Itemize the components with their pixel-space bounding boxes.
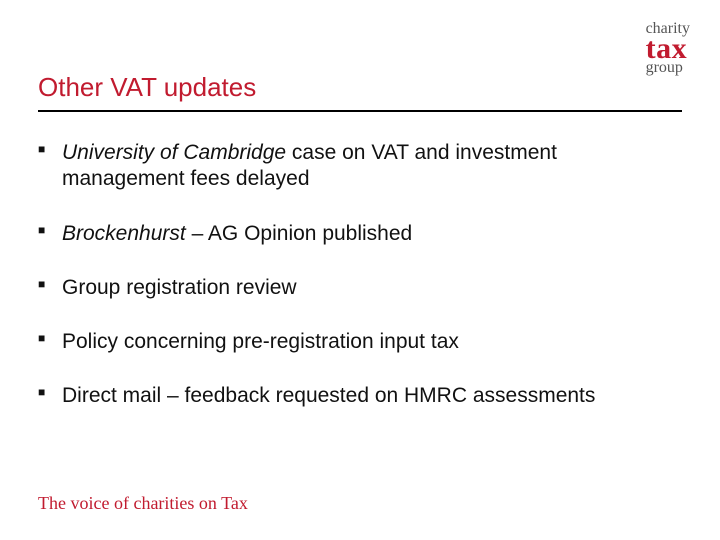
bullet-item: Brockenhurst – AG Opinion published — [38, 221, 682, 247]
bullet-italic: Brockenhurst — [62, 222, 186, 245]
bullet-list: University of Cambridge case on VAT and … — [38, 140, 682, 410]
bullet-italic: University of Cambridge — [62, 141, 286, 164]
content: University of Cambridge case on VAT and … — [38, 140, 682, 438]
logo-line2: tax — [646, 36, 690, 62]
bullet-item: Direct mail – feedback requested on HMRC… — [38, 383, 682, 409]
bullet-text: Policy concerning pre-registration input… — [62, 330, 459, 353]
bullet-text: – AG Opinion published — [186, 222, 413, 245]
title-wrap: Other VAT updates — [38, 72, 580, 103]
bullet-item: Policy concerning pre-registration input… — [38, 329, 682, 355]
bullet-text: Group registration review — [62, 276, 297, 299]
bullet-text: Direct mail – feedback requested on HMRC… — [62, 384, 595, 407]
footer-tagline: The voice of charities on Tax — [38, 493, 248, 514]
logo: charity tax group — [646, 22, 690, 75]
title-rule — [38, 110, 682, 112]
slide-title: Other VAT updates — [38, 72, 580, 103]
slide: charity tax group Other VAT updates Univ… — [0, 0, 720, 540]
bullet-item: University of Cambridge case on VAT and … — [38, 140, 682, 193]
bullet-item: Group registration review — [38, 275, 682, 301]
